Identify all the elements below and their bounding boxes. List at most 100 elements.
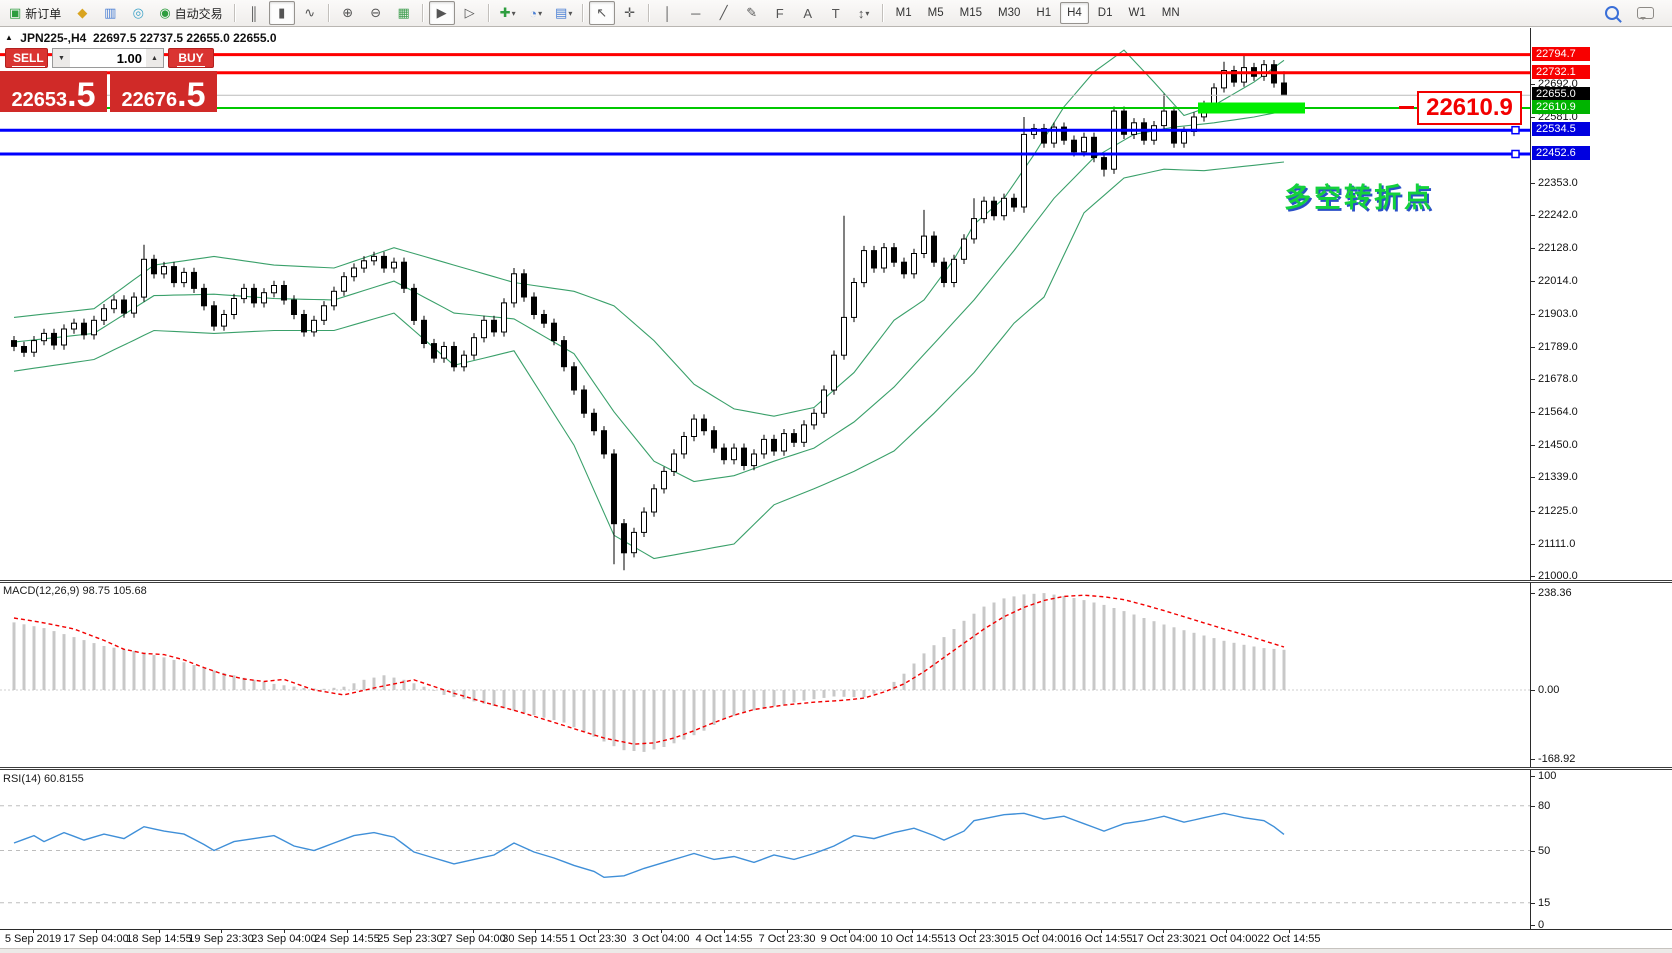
price-axis-border (1530, 28, 1531, 929)
trendline-button[interactable]: ╱ (719, 5, 728, 20)
price-tick-label: 21564.0 (1538, 406, 1578, 418)
time-tick-mark (975, 929, 976, 933)
text-button[interactable]: A (803, 5, 812, 21)
support-zone-highlight[interactable] (1198, 102, 1305, 114)
price-tick-mark (1530, 183, 1535, 184)
line-selection-handle[interactable] (1511, 149, 1520, 159)
cursor-button[interactable]: ↖ (588, 1, 615, 25)
tile-windows-button[interactable]: ▦ (397, 5, 410, 20)
search-icon[interactable] (1605, 6, 1619, 20)
new-order-button[interactable]: ▣ 新订单 (9, 5, 62, 21)
timeframe-button-m5[interactable]: M5 (927, 7, 944, 19)
timeframe-button-h4[interactable]: H4 (1060, 2, 1089, 24)
time-axis-label: 9 Oct 04:00 (820, 933, 878, 945)
bollinger-band-line (13, 49, 1285, 417)
chinese-note-annotation[interactable]: 多空转折点 (1284, 183, 1434, 213)
autotrading-button[interactable]: ◉ 自动交易 (159, 5, 223, 21)
price-badge: 22794.7 (1532, 47, 1590, 61)
rsi-label: RSI(14) 60.8155 (3, 773, 84, 785)
collapse-arrow-icon[interactable]: ▲ (5, 33, 13, 42)
bar-chart-button[interactable]: ║ (249, 5, 259, 21)
time-axis-label: 7 Oct 23:30 (758, 933, 816, 945)
toolbar: ▣ 新订单 ◆ ▥ ◎ ◉ 自动交易 ║ ▮ ∿ ⊕ ⊖ ▦ ▶ ▷ ✚ ▾ ◔ ▾ ▤ ▾ ↖ ✛ │ ─ ╱ ✎ F A T ↕ ▾ M1 M… (0, 0, 1672, 27)
fibonacci-button[interactable]: F (775, 5, 784, 21)
templates-button[interactable]: ▤ ▾ (555, 5, 573, 20)
time-axis-label: 25 Sep 23:30 (377, 933, 443, 945)
rsi-tick-label: 50 (1538, 845, 1551, 857)
dropdown-caret-icon: ▾ (538, 8, 543, 18)
time-axis-label: 3 Oct 04:00 (632, 933, 690, 945)
sell-button[interactable]: SELL (5, 48, 48, 68)
toolbar-separator (327, 4, 330, 22)
macd-tick-mark (1530, 690, 1535, 691)
horizontal-line-button[interactable]: ─ (691, 5, 701, 21)
periods-button[interactable]: ◔ ▾ (529, 5, 543, 21)
sell-price-display[interactable]: 22653.5 (0, 71, 107, 112)
price-tick-label: 22014.0 (1538, 275, 1578, 287)
arrows-button[interactable]: ↕ ▾ (857, 5, 870, 21)
time-axis-label: 13 Oct 23:30 (943, 933, 1007, 945)
window-bottom-strip (0, 948, 1672, 953)
buy-button[interactable]: BUY (168, 48, 214, 68)
timeframe-button-h1[interactable]: H1 (1036, 7, 1052, 19)
volume-decrease-button[interactable]: ▼ (53, 49, 70, 67)
rsi-tick-label: 0 (1538, 919, 1545, 931)
volume-input[interactable] (70, 49, 146, 67)
crosshair-button[interactable]: ✛ (624, 5, 636, 20)
panel-separator[interactable] (0, 580, 1672, 583)
bollinger-band-line (13, 161, 1285, 560)
text-label-button[interactable]: T (831, 5, 840, 21)
timeframe-button-m15[interactable]: M15 (959, 7, 983, 19)
time-axis-label: 16 Oct 14:55 (1069, 933, 1133, 945)
chat-icon[interactable] (1637, 7, 1654, 20)
channel-button[interactable]: ✎ (746, 5, 758, 20)
price-tick-mark (1530, 281, 1535, 282)
price-tick-mark (1530, 511, 1535, 512)
time-tick-mark (1226, 929, 1227, 933)
indicators-button[interactable]: ✚ ▾ (499, 5, 516, 20)
time-tick-mark (535, 929, 536, 933)
auto-scroll-button[interactable]: ▶ (428, 1, 455, 25)
time-axis-label: 17 Oct 23:30 (1131, 933, 1195, 945)
line-selection-handle[interactable] (1511, 125, 1520, 135)
market-watch-icon[interactable]: ▥ (104, 5, 117, 20)
volume-increase-button[interactable]: ▲ (146, 49, 163, 67)
buy-price-display[interactable]: 22676.5 (110, 71, 217, 112)
metaeditor-icon[interactable]: ◆ (77, 5, 88, 20)
volume-stepper: ▼ ▲ (52, 48, 164, 68)
macd-label: MACD(12,26,9) 98.75 105.68 (3, 585, 147, 597)
time-tick-mark (912, 929, 913, 933)
price-badge: 22655.0 (1532, 87, 1590, 101)
zoom-out-button[interactable]: ⊖ (370, 5, 382, 20)
dropdown-caret-icon: ▾ (511, 8, 516, 18)
price-level-annotation-box[interactable]: 22610.9 (1417, 91, 1522, 125)
zoom-in-button[interactable]: ⊕ (342, 5, 354, 20)
candlestick-chart-button[interactable]: ▮ (268, 1, 295, 25)
panel-separator[interactable] (0, 767, 1672, 770)
rsi-tick-label: 100 (1538, 770, 1557, 782)
timeframe-button-mn[interactable]: MN (1161, 7, 1180, 19)
timeframe-button-d1[interactable]: D1 (1097, 7, 1113, 19)
price-tick-mark (1530, 347, 1535, 348)
vertical-line-button[interactable]: │ (663, 5, 672, 21)
timeframe-button-m30[interactable]: M30 (998, 7, 1021, 19)
main-price-chart (0, 49, 1531, 571)
timeframe-button-w1[interactable]: W1 (1128, 7, 1146, 19)
macd-tick-label: -168.92 (1538, 753, 1576, 765)
price-tick-mark (1530, 477, 1535, 478)
time-axis-label: 21 Oct 04:00 (1194, 933, 1258, 945)
line-chart-button[interactable]: ∿ (304, 5, 316, 20)
price-tick-mark (1530, 379, 1535, 380)
chart-symbol-period: JPN225-,H4 (20, 31, 87, 45)
navigator-icon[interactable]: ◎ (132, 5, 144, 20)
time-tick-mark (787, 929, 788, 933)
rsi-indicator-chart (0, 805, 1531, 904)
time-axis-label: 24 Sep 14:55 (314, 933, 380, 945)
timeframe-button-m1[interactable]: M1 (895, 7, 912, 19)
chart-shift-button[interactable]: ▷ (464, 5, 475, 20)
time-axis-label: 10 Oct 14:55 (880, 933, 944, 945)
rsi-tick-label: 15 (1538, 897, 1551, 909)
price-tick-label: 22128.0 (1538, 242, 1578, 254)
macd-histogram (12, 593, 1286, 752)
rsi-tick-mark (1530, 903, 1535, 904)
